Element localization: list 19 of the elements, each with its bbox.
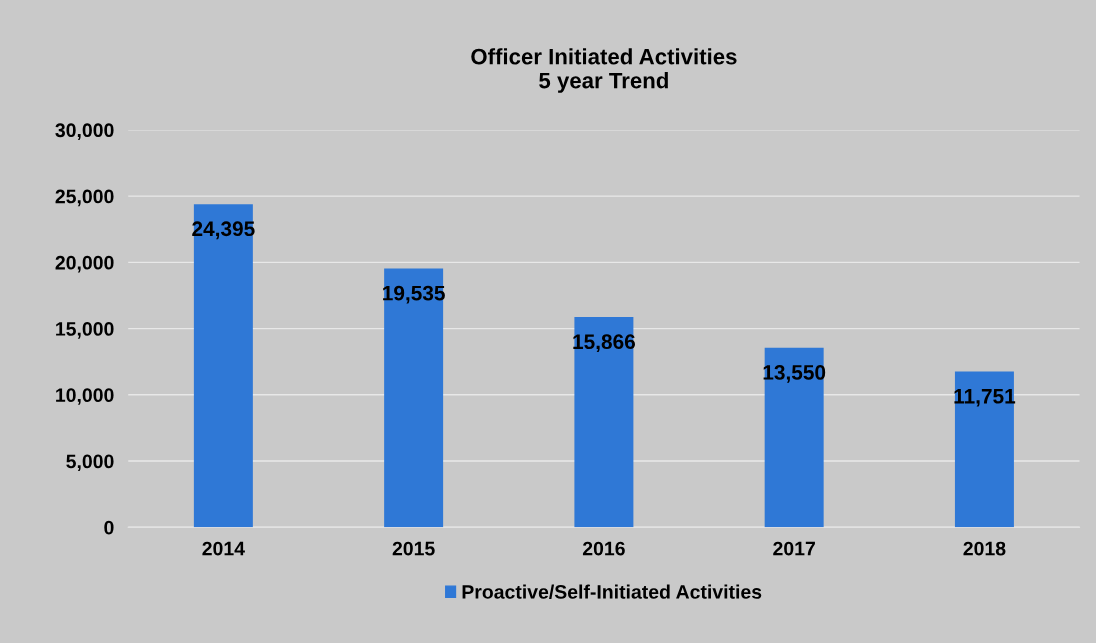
x-tick-label: 2016	[582, 541, 625, 556]
x-tick-label: 2015	[392, 541, 435, 556]
y-tick-label: 30,000	[55, 123, 114, 140]
bar	[954, 371, 1014, 528]
bar	[384, 268, 444, 528]
y-tick-label: 15,000	[56, 322, 114, 339]
y-tick-label: 0	[104, 520, 114, 535]
bar	[764, 347, 824, 528]
y-tick-label: 20,000	[55, 255, 114, 273]
y-tick-label: 5,000	[66, 454, 114, 472]
y-tick-label: 10,000	[56, 388, 114, 405]
x-tick-label: 2017	[773, 541, 815, 556]
x-tick-label: 2014	[202, 541, 245, 556]
bar	[193, 204, 253, 528]
bar	[574, 317, 634, 528]
legend-label: Proactive/Self-Initiated Activities	[462, 584, 762, 599]
chart-title: Officer Initiated Activities 5 year Trend	[471, 48, 737, 93]
y-tick-label: 25,000	[55, 189, 114, 207]
x-tick-label: 2018	[963, 541, 1006, 556]
